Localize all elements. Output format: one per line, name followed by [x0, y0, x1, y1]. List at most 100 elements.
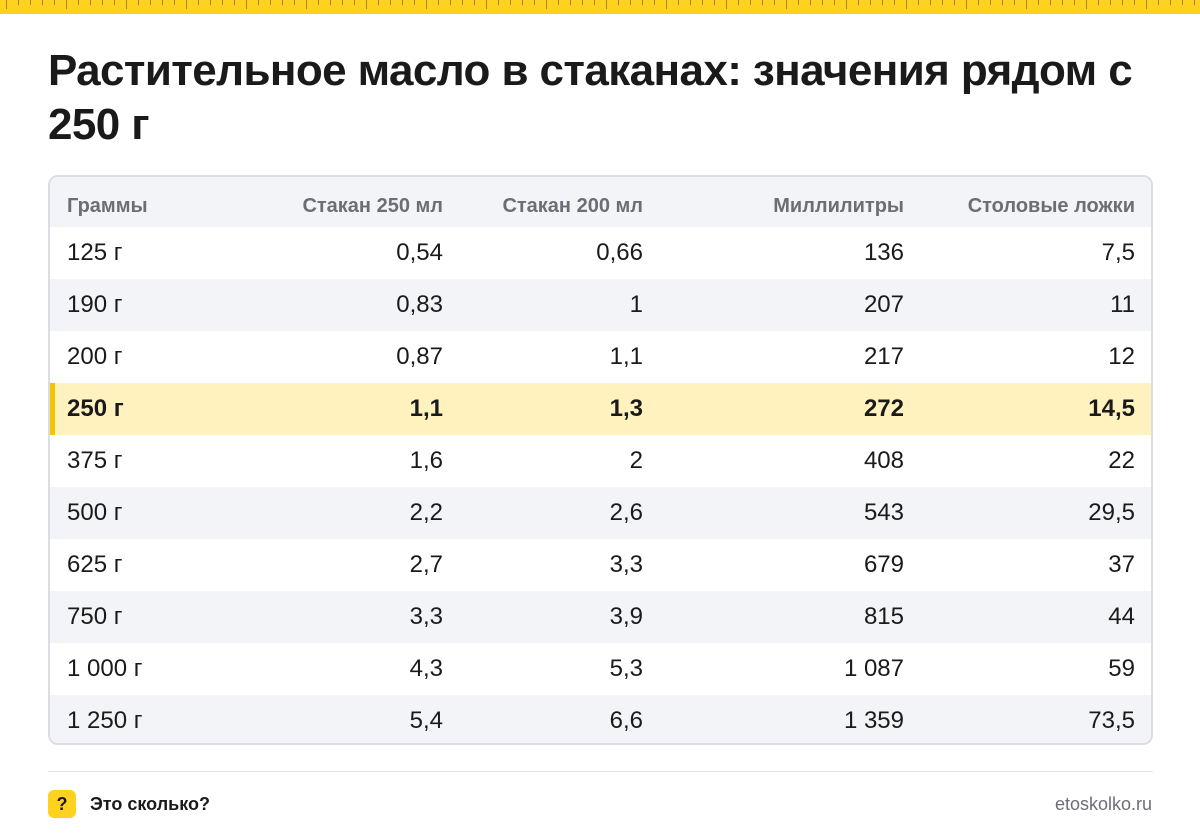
ruler-tick: [486, 0, 487, 9]
table-row: 750 г 3,3 3,9 815 44: [50, 591, 1151, 643]
ruler-tick: [774, 0, 775, 5]
ruler-tick: [954, 0, 955, 5]
header-cup-250: Стакан 250 мл: [302, 195, 443, 217]
ruler-tick: [102, 0, 103, 5]
ruler-tick: [858, 0, 859, 5]
ruler-tick: [618, 0, 619, 5]
table-row: 200 г 0,87 1,1 217 12: [50, 331, 1151, 383]
ruler-tick: [1062, 0, 1063, 5]
page-title: Растительное масло в стаканах: значения …: [48, 46, 1133, 149]
table-row: 375 г 1,6 2 408 22: [50, 435, 1151, 487]
ruler-tick: [798, 0, 799, 5]
ruler-tick: [918, 0, 919, 5]
ruler-tick: [234, 0, 235, 5]
table-row: 500 г 2,2 2,6 543 29,5: [50, 487, 1151, 539]
ruler-tick: [894, 0, 895, 5]
cell-tablespoons: 73,5: [1088, 707, 1135, 734]
ruler-tick: [654, 0, 655, 5]
table-row: 1 250 г 5,4 6,6 1 359 73,5: [50, 695, 1151, 743]
cell-cup-200: 1: [629, 291, 643, 318]
ruler-tick: [474, 0, 475, 5]
cell-cup-250: 5,4: [409, 707, 443, 734]
cell-cup-250: 2,2: [409, 499, 443, 526]
ruler-tick: [930, 0, 931, 5]
cell-grams: 125 г: [67, 239, 123, 266]
ruler-tick: [834, 0, 835, 5]
cell-milliliters: 408: [863, 447, 904, 474]
ruler-tick: [354, 0, 355, 5]
ruler-tick: [1194, 0, 1195, 5]
cell-tablespoons: 14,5: [1088, 395, 1135, 422]
ruler-tick: [690, 0, 691, 5]
cell-cup-200: 6,6: [609, 707, 643, 734]
cell-tablespoons: 7,5: [1101, 239, 1135, 266]
ruler-tick: [402, 0, 403, 5]
ruler-tick: [330, 0, 331, 5]
ruler-tick: [762, 0, 763, 5]
cell-cup-200: 2,6: [609, 499, 643, 526]
header-grams: Граммы: [67, 195, 148, 217]
ruler-tick: [1170, 0, 1171, 5]
ruler-tick: [510, 0, 511, 5]
ruler-tick: [114, 0, 115, 5]
ruler-tick: [54, 0, 55, 5]
ruler-tick: [438, 0, 439, 5]
ruler-tick: [342, 0, 343, 5]
ruler-tick: [162, 0, 163, 5]
table-row: 625 г 2,7 3,3 679 37: [50, 539, 1151, 591]
cell-grams: 500 г: [67, 499, 123, 526]
cell-grams: 190 г: [67, 291, 123, 318]
cell-cup-250: 3,3: [409, 603, 443, 630]
ruler-tick: [966, 0, 967, 9]
ruler-tick: [534, 0, 535, 5]
ruler-tick: [750, 0, 751, 5]
cell-cup-250: 4,3: [409, 655, 443, 682]
cell-tablespoons: 22: [1108, 447, 1135, 474]
ruler-tick: [822, 0, 823, 5]
cell-cup-250: 2,7: [409, 551, 443, 578]
cell-tablespoons: 29,5: [1088, 499, 1135, 526]
ruler-tick: [66, 0, 67, 9]
ruler-tick: [906, 0, 907, 9]
cell-grams: 625 г: [67, 551, 123, 578]
cell-tablespoons: 59: [1108, 655, 1135, 682]
ruler-tick: [1122, 0, 1123, 5]
ruler-tick: [366, 0, 367, 9]
cell-grams: 200 г: [67, 343, 123, 370]
highlight-marker: [50, 383, 55, 435]
ruler-tick: [1134, 0, 1135, 5]
cell-grams: 375 г: [67, 447, 123, 474]
table-row-highlighted: 250 г 1,1 1,3 272 14,5: [50, 383, 1151, 435]
cell-milliliters: 543: [863, 499, 904, 526]
cell-cup-250: 1,6: [409, 447, 443, 474]
ruler-tick: [306, 0, 307, 9]
ruler-tick: [414, 0, 415, 5]
ruler-tick: [294, 0, 295, 5]
ruler-tick: [126, 0, 127, 9]
ruler-tick: [78, 0, 79, 5]
ruler-tick: [210, 0, 211, 5]
cell-tablespoons: 37: [1108, 551, 1135, 578]
footer-divider: [48, 771, 1153, 772]
ruler-tick: [150, 0, 151, 5]
ruler-tick: [606, 0, 607, 9]
site-url: etoskolko.ru: [1054, 794, 1152, 814]
ruler-tick: [1074, 0, 1075, 5]
ruler-tick: [714, 0, 715, 5]
ruler-tick: [546, 0, 547, 9]
ruler-tick: [642, 0, 643, 5]
ruler-tick: [18, 0, 19, 5]
ruler-tick: [978, 0, 979, 5]
cell-cup-200: 1,1: [609, 343, 643, 370]
ruler-tick: [594, 0, 595, 5]
ruler-tick: [258, 0, 259, 5]
ruler-tick: [630, 0, 631, 5]
cell-milliliters: 217: [863, 343, 904, 370]
ruler-tick: [1038, 0, 1039, 5]
ruler-tick: [42, 0, 43, 5]
cell-tablespoons: 44: [1108, 603, 1135, 630]
ruler-tick: [870, 0, 871, 5]
ruler-tick: [426, 0, 427, 9]
ruler-tick: [318, 0, 319, 5]
ruler-tick: [270, 0, 271, 5]
